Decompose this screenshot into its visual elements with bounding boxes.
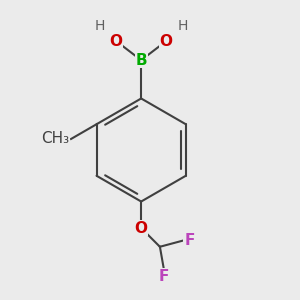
- Text: B: B: [135, 53, 147, 68]
- Text: O: O: [110, 34, 123, 49]
- Text: F: F: [184, 233, 195, 248]
- Text: H: H: [95, 19, 105, 33]
- Text: CH₃: CH₃: [41, 131, 70, 146]
- Text: O: O: [135, 220, 148, 236]
- Text: H: H: [177, 19, 188, 33]
- Text: F: F: [159, 269, 169, 284]
- Text: O: O: [160, 34, 173, 49]
